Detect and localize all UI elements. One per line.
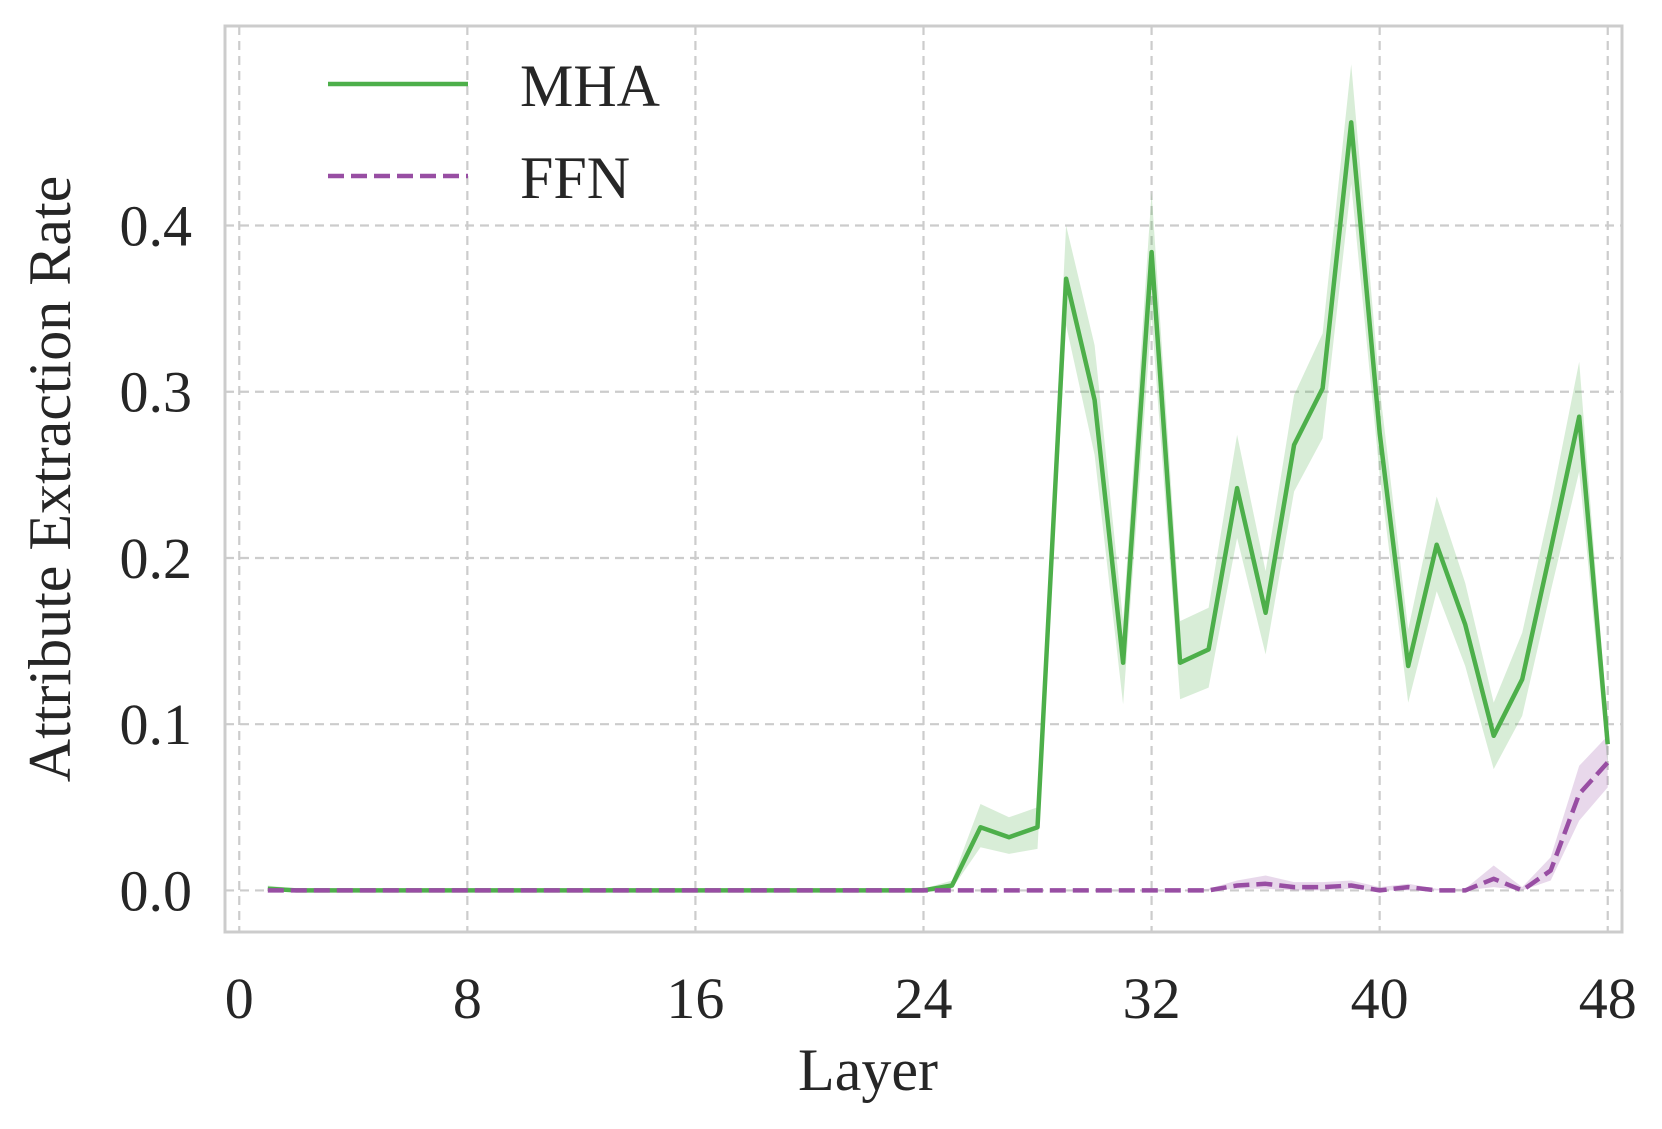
y-tick-labels: 0.0 0.1 0.2 0.3 0.4 (120, 193, 193, 923)
grid (225, 26, 1622, 932)
y-tick-label: 0.2 (120, 526, 193, 591)
x-tick-label: 24 (895, 966, 953, 1031)
x-tick-label: 0 (225, 966, 254, 1031)
y-axis-label: Attribute Extraction Rate (17, 176, 83, 782)
legend-label-mha: MHA (520, 53, 660, 119)
x-tick-label: 8 (453, 966, 482, 1031)
legend: MHA FFN (328, 53, 660, 211)
x-axis-label: Layer (798, 1037, 938, 1103)
x-tick-label: 32 (1123, 966, 1181, 1031)
x-tick-label: 40 (1351, 966, 1409, 1031)
ffn-series-line (267, 760, 1610, 893)
y-tick-label: 0.1 (120, 692, 193, 757)
x-tick-label: 48 (1579, 966, 1637, 1031)
ffn-confidence-band (267, 735, 1608, 891)
y-tick-label: 0.0 (120, 858, 193, 923)
x-tick-labels: 0 8 16 24 32 40 48 (225, 966, 1637, 1031)
plot-frame (223, 24, 1624, 934)
mha-confidence-band (267, 64, 1608, 891)
x-tick-label: 16 (666, 966, 724, 1031)
mha-series-line (267, 120, 1610, 893)
legend-label-ffn: FFN (520, 145, 630, 211)
series-lines (267, 120, 1610, 893)
y-tick-label: 0.4 (120, 193, 193, 258)
y-tick-label: 0.3 (120, 360, 193, 425)
confidence-bands (267, 64, 1608, 891)
